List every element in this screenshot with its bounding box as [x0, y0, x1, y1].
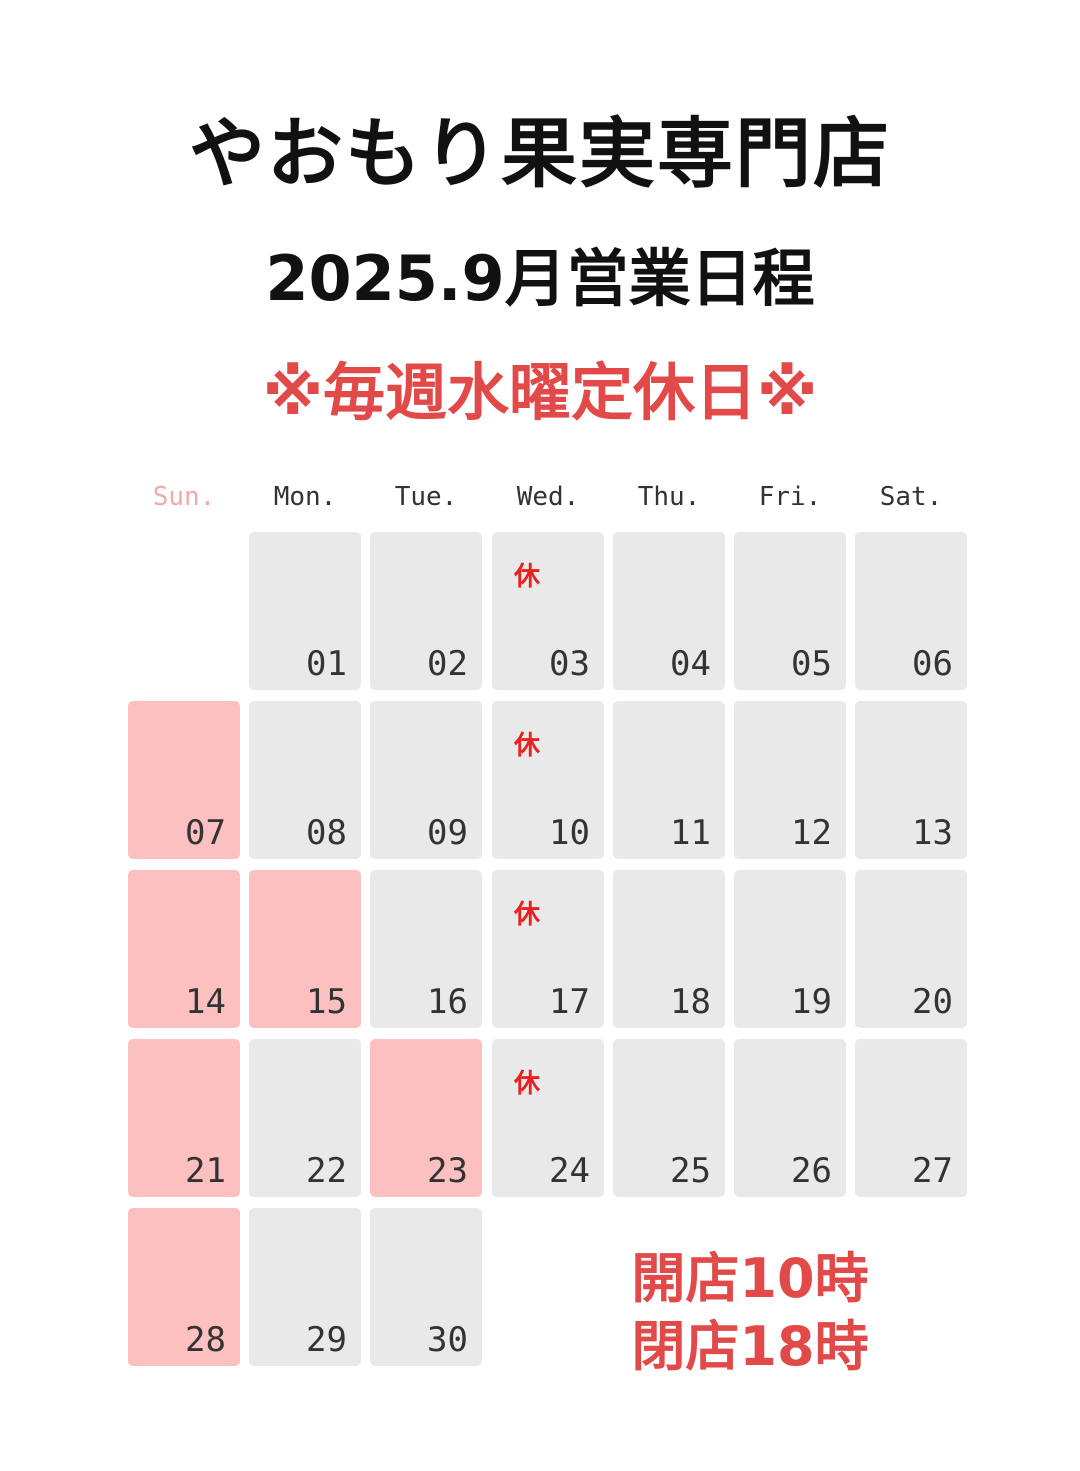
closed-notice: ※毎週水曜定休日※: [262, 356, 818, 429]
calendar-day-cell: 11: [613, 701, 725, 859]
day-number: 01: [306, 644, 347, 684]
calendar-day-cell: 01: [249, 532, 361, 690]
calendar-day-cell: 12: [734, 701, 846, 859]
calendar-day-cell: 18: [613, 870, 725, 1028]
calendar-day-cell: 29: [249, 1208, 361, 1366]
calendar-day-cell: 22: [249, 1039, 361, 1197]
day-number: 07: [185, 813, 226, 853]
closed-mark: 休: [514, 562, 541, 592]
calendar-day-cell: 19: [734, 870, 846, 1028]
day-number: 20: [912, 982, 953, 1022]
weekday-label: Mon.: [273, 482, 337, 512]
calendar-day-cell: 21: [128, 1039, 240, 1197]
calendar-day-cell: 25: [613, 1039, 725, 1197]
calendar-day-cell: 07: [128, 701, 240, 859]
day-number: 06: [912, 644, 953, 684]
day-number: 08: [306, 813, 347, 853]
weekday-label: Wed.: [516, 482, 580, 512]
calendar-day-cell: 05: [734, 532, 846, 690]
day-number: 30: [427, 1320, 468, 1360]
day-number: 26: [791, 1151, 832, 1191]
calendar-day-cell: 休 10: [492, 701, 604, 859]
calendar-day-cell: 20: [855, 870, 967, 1028]
day-number: 25: [670, 1151, 711, 1191]
day-number: 11: [670, 813, 711, 853]
day-number: 23: [427, 1151, 468, 1191]
day-number: 28: [185, 1320, 226, 1360]
calendar-day-cell: 30: [370, 1208, 482, 1366]
day-number: 22: [306, 1151, 347, 1191]
weekday-label: Fri.: [758, 482, 822, 512]
shop-name: やおもり果実専門店: [189, 109, 891, 198]
closed-mark: 休: [514, 731, 541, 761]
weekday-label: Sat.: [879, 482, 943, 512]
calendar-day-cell: 23: [370, 1039, 482, 1197]
calendar-day-cell: 27: [855, 1039, 967, 1197]
day-number: 02: [427, 644, 468, 684]
day-number: 04: [670, 644, 711, 684]
calendar-day-cell: 08: [249, 701, 361, 859]
day-number: 05: [791, 644, 832, 684]
schedule-title: 2025.9月営業日程: [265, 242, 815, 315]
weekday-label: Sun.: [152, 482, 216, 512]
day-number: 24: [549, 1151, 590, 1191]
calendar-day-cell: 16: [370, 870, 482, 1028]
calendar-day-cell: 26: [734, 1039, 846, 1197]
day-number: 21: [185, 1151, 226, 1191]
day-number: 18: [670, 982, 711, 1022]
day-number: 17: [549, 982, 590, 1022]
weekday-label: Tue.: [394, 482, 458, 512]
calendar-day-cell: 06: [855, 532, 967, 690]
calendar-day-cell: 15: [249, 870, 361, 1028]
day-number: 15: [306, 982, 347, 1022]
day-number: 09: [427, 813, 468, 853]
day-number: 19: [791, 982, 832, 1022]
calendar-day-cell: 02: [370, 532, 482, 690]
calendar-day-cell: 休 17: [492, 870, 604, 1028]
calendar-day-cell: 04: [613, 532, 725, 690]
calendar-day-cell: 13: [855, 701, 967, 859]
opening-time: 開店10時: [631, 1247, 869, 1310]
day-number: 13: [912, 813, 953, 853]
calendar-day-cell: 14: [128, 870, 240, 1028]
day-number: 10: [549, 813, 590, 853]
calendar-day-cell: 09: [370, 701, 482, 859]
calendar-day-cell: 28: [128, 1208, 240, 1366]
day-number: 29: [306, 1320, 347, 1360]
calendar-day-cell: 休 24: [492, 1039, 604, 1197]
day-number: 16: [427, 982, 468, 1022]
closed-mark: 休: [514, 900, 541, 930]
weekday-label: Thu.: [637, 482, 701, 512]
day-number: 12: [791, 813, 832, 853]
day-number: 27: [912, 1151, 953, 1191]
day-number: 14: [185, 982, 226, 1022]
day-number: 03: [549, 644, 590, 684]
closed-mark: 休: [514, 1069, 541, 1099]
closing-time: 閉店18時: [631, 1315, 869, 1378]
calendar-day-cell: 休 03: [492, 532, 604, 690]
